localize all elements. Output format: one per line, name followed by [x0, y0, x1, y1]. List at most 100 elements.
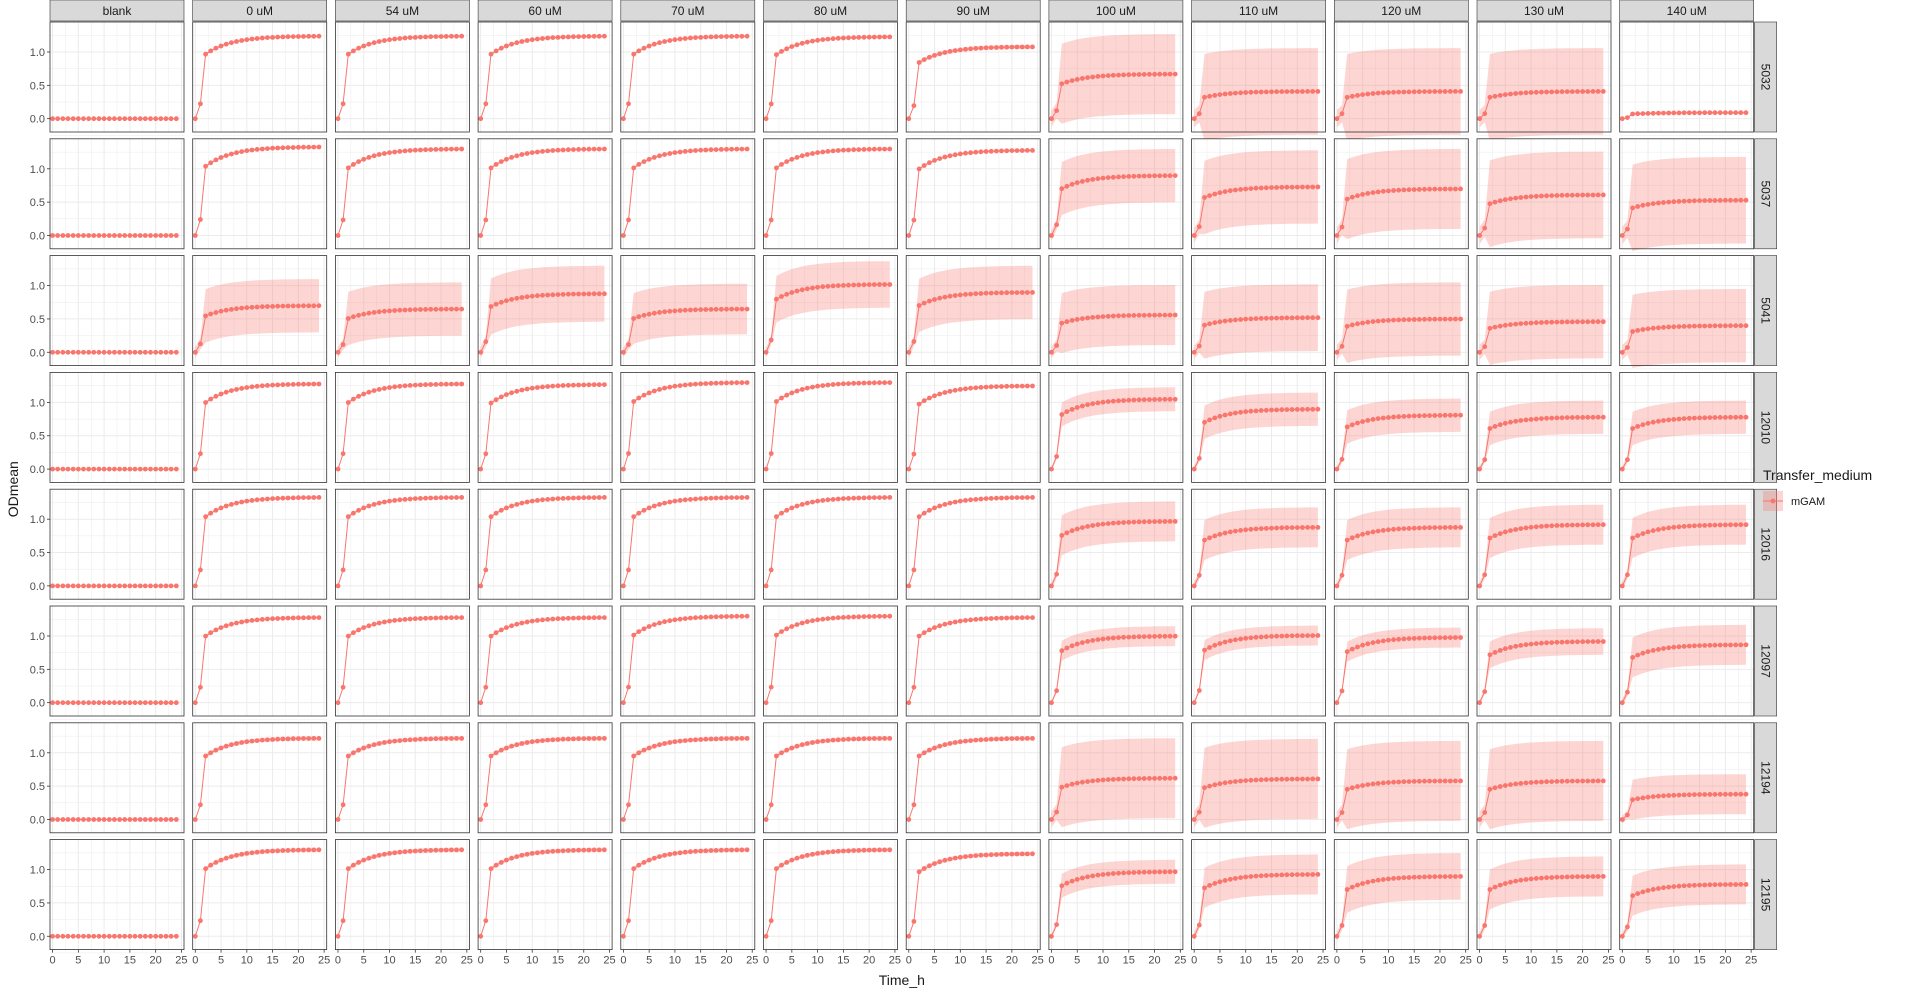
data-point: [1585, 192, 1591, 198]
data-point: [810, 740, 815, 745]
data-point: [763, 583, 769, 589]
data-point: [1533, 524, 1539, 530]
data-point: [1728, 414, 1733, 420]
data-point: [1518, 526, 1524, 531]
data-point: [1095, 872, 1101, 878]
data-point: [1014, 851, 1020, 857]
data-point: [763, 466, 769, 472]
data-point: [81, 349, 86, 355]
data-point: [1453, 874, 1458, 879]
col-strip-label: 110 uM: [1239, 4, 1278, 18]
data-point: [1030, 44, 1035, 50]
data-point: [1640, 650, 1646, 656]
data-point: [1131, 72, 1137, 77]
data-point: [825, 497, 831, 503]
data-point: [1539, 193, 1544, 199]
data-point: [947, 620, 953, 626]
panel: [905, 722, 1041, 837]
data-point: [311, 736, 317, 741]
x-tick-label: 10: [1240, 955, 1252, 967]
data-point: [392, 149, 398, 155]
data-point: [1116, 174, 1121, 180]
data-point: [968, 617, 973, 623]
data-point: [1253, 185, 1259, 191]
data-point: [1564, 415, 1570, 420]
data-point: [127, 116, 133, 122]
data-point: [846, 282, 851, 288]
data-point: [1738, 882, 1744, 887]
data-point: [158, 233, 164, 238]
col-strip-label: 90 uM: [957, 4, 990, 18]
data-point: [911, 339, 917, 344]
data-point: [1487, 535, 1493, 541]
data-point: [799, 153, 805, 159]
data-point: [163, 700, 169, 706]
data-point: [713, 736, 719, 742]
data-point: [1656, 110, 1661, 116]
data-point: [1518, 781, 1524, 786]
panel-border: [1476, 371, 1612, 483]
data-point: [1157, 775, 1163, 781]
data-point: [1121, 398, 1126, 403]
data-point: [927, 627, 932, 633]
panel-border: [49, 255, 185, 367]
data-point: [1432, 316, 1438, 322]
data-point: [1477, 233, 1482, 238]
data-point: [514, 621, 520, 627]
y-tick-label: 0.5: [30, 664, 45, 676]
data-point: [142, 933, 148, 939]
data-point: [70, 583, 76, 589]
panel-border: [334, 371, 470, 483]
data-point: [621, 933, 626, 939]
panel: [620, 255, 756, 370]
data-point: [774, 514, 779, 520]
panel: [905, 255, 1041, 370]
data-point: [423, 848, 428, 853]
data-point: [1661, 885, 1666, 891]
row-strip-label: 12194: [1759, 761, 1773, 795]
data-point: [1686, 523, 1692, 529]
panel-border: [1476, 722, 1612, 834]
data-point: [677, 738, 683, 744]
data-point: [1074, 526, 1080, 532]
data-point: [789, 156, 795, 162]
data-point: [718, 34, 724, 39]
data-point: [1539, 320, 1544, 325]
data-point: [1152, 312, 1157, 318]
x-tick-label: 0: [1048, 955, 1054, 967]
data-point: [672, 308, 678, 314]
data-point: [259, 146, 265, 152]
data-point: [1110, 313, 1116, 319]
data-point: [825, 149, 831, 154]
data-point: [173, 349, 179, 355]
data-point: [856, 147, 862, 153]
panel: [620, 488, 756, 603]
data-point: [651, 310, 657, 316]
data-point: [636, 162, 642, 167]
data-point: [387, 851, 392, 856]
data-point: [1024, 148, 1030, 153]
data-point: [1743, 522, 1749, 528]
data-point: [963, 150, 968, 156]
data-point: [509, 503, 514, 509]
data-point: [1339, 572, 1345, 578]
data-point: [1258, 777, 1264, 783]
data-point: [1167, 633, 1173, 639]
data-point: [254, 147, 260, 152]
data-point: [1152, 776, 1157, 781]
x-tick-label: 0: [50, 955, 56, 967]
data-point: [937, 859, 943, 865]
data-point: [1202, 537, 1207, 543]
data-point: [835, 35, 841, 41]
data-point: [1069, 407, 1075, 412]
data-point: [142, 233, 148, 238]
data-point: [1580, 874, 1586, 879]
data-point: [1559, 639, 1565, 645]
data-point: [535, 385, 540, 390]
data-point: [153, 116, 159, 122]
x-tick-label: 20: [578, 955, 590, 967]
data-point: [744, 146, 750, 152]
data-point: [1728, 882, 1733, 887]
data-point: [942, 742, 948, 748]
data-point: [1401, 875, 1407, 881]
